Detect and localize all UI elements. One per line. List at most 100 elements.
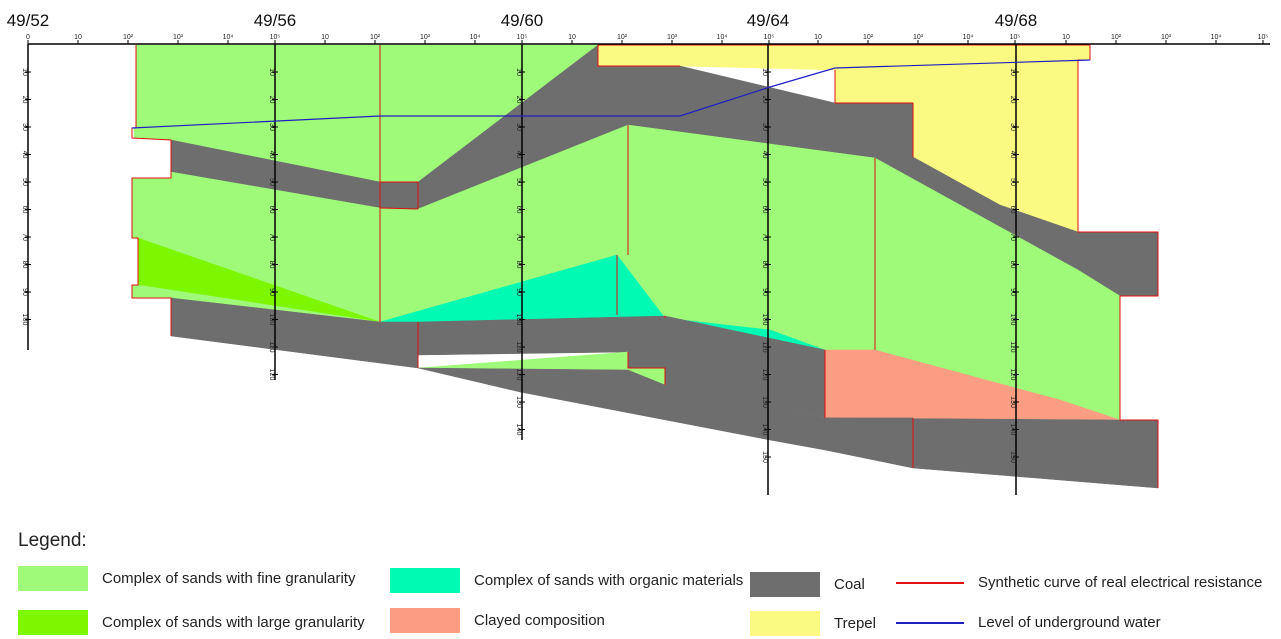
scale-tick-label: 10⁴ bbox=[963, 34, 974, 41]
scale-tick-label: 0 bbox=[26, 34, 30, 41]
depth-tick-label: 20 bbox=[21, 96, 28, 104]
depth-tick-label: 90 bbox=[761, 288, 768, 296]
well-logs: 49/5210203040506070809010049/56102030405… bbox=[7, 11, 1038, 495]
scale-tick-label: 10³ bbox=[913, 34, 924, 41]
depth-tick-label: 70 bbox=[515, 233, 522, 241]
depth-tick-label: 100 bbox=[268, 314, 275, 326]
scale-tick-label: 10 bbox=[1062, 34, 1070, 41]
depth-tick-label: 10 bbox=[21, 68, 28, 76]
well-49-64: 49/64 10 20 30 40 50 60 70 80 90 100 110 120 130 140 15… bbox=[747, 11, 790, 495]
scale-tick-label: 10⁴ bbox=[470, 34, 481, 41]
strata-layers bbox=[131, 44, 1159, 489]
depth-tick-label: 50 bbox=[761, 178, 768, 186]
depth-tick-label: 90 bbox=[268, 288, 275, 296]
scale-tick-label: 10⁵ bbox=[1010, 34, 1021, 41]
legend-coal: Coal bbox=[750, 572, 865, 597]
depth-tick-label: 150 bbox=[761, 451, 768, 463]
scale-tick-label: 10⁵ bbox=[270, 34, 281, 41]
depth-tick-label: 120 bbox=[761, 369, 768, 381]
legend-label: Complex of sands with fine granularity bbox=[102, 570, 356, 587]
depth-tick-label: 130 bbox=[761, 396, 768, 408]
depth-tick-label: 60 bbox=[515, 206, 522, 214]
depth-tick-label: 80 bbox=[515, 261, 522, 269]
resistance-boundary bbox=[597, 45, 680, 67]
depth-tick-label: 50 bbox=[268, 178, 275, 186]
fine-sand-swatch bbox=[18, 566, 88, 591]
depth-tick-label: 70 bbox=[1009, 233, 1016, 241]
scale-tick-label: 10 bbox=[568, 34, 576, 41]
depth-tick-label: 110 bbox=[268, 341, 275, 352]
coal-swatch bbox=[750, 572, 820, 597]
legend-label: Level of underground water bbox=[978, 614, 1161, 631]
depth-tick-label: 90 bbox=[1009, 288, 1016, 296]
legend-label: Coal bbox=[834, 576, 865, 593]
well-label: 49/56 bbox=[254, 11, 297, 30]
well-label: 49/52 bbox=[7, 11, 50, 30]
large-sand-swatch bbox=[18, 610, 88, 635]
scale-tick-label: 10² bbox=[370, 34, 381, 41]
resistance-boundary bbox=[834, 70, 914, 157]
depth-tick-label: 30 bbox=[515, 123, 522, 131]
resistance-boundary bbox=[627, 352, 666, 385]
depth-tick-label: 60 bbox=[21, 206, 28, 214]
depth-tick-label: 40 bbox=[515, 151, 522, 159]
depth-tick-label: 10 bbox=[1009, 68, 1016, 76]
depth-tick-label: 20 bbox=[761, 96, 768, 104]
legend-label: Clayed composition bbox=[474, 612, 605, 629]
depth-tick-label: 30 bbox=[21, 123, 28, 131]
depth-tick-label: 50 bbox=[21, 178, 28, 186]
resistance-boundary bbox=[131, 45, 172, 336]
depth-tick-label: 20 bbox=[515, 96, 522, 104]
depth-tick-label: 40 bbox=[268, 151, 275, 159]
depth-tick-label: 120 bbox=[515, 369, 522, 381]
legend-trepel: Trepel bbox=[750, 611, 876, 636]
scale-tick-label: 10⁴ bbox=[717, 34, 728, 41]
well-label: 49/64 bbox=[747, 11, 790, 30]
depth-tick-label: 40 bbox=[21, 151, 28, 159]
scale-tick-label: 10² bbox=[863, 34, 874, 41]
depth-tick-label: 60 bbox=[761, 206, 768, 214]
scale-tick-label: 10 bbox=[814, 34, 822, 41]
depth-tick-label: 110 bbox=[761, 341, 768, 352]
depth-tick-label: 50 bbox=[515, 178, 522, 186]
scale-tick-label: 10³ bbox=[1161, 34, 1172, 41]
depth-tick-label: 30 bbox=[268, 123, 275, 131]
depth-tick-label: 140 bbox=[761, 424, 768, 436]
depth-tick-label: 90 bbox=[21, 288, 28, 296]
legend-label: Synthetic curve of real electrical resis… bbox=[978, 574, 1263, 591]
depth-tick-label: 30 bbox=[761, 123, 768, 131]
scale-tick-label: 10² bbox=[123, 34, 134, 41]
well-label: 49/60 bbox=[501, 11, 544, 30]
scale-tick-label: 10³ bbox=[420, 34, 431, 41]
depth-tick-label: 40 bbox=[1009, 151, 1016, 159]
scale-tick-label: 10 bbox=[321, 34, 329, 41]
resistance-boundaries bbox=[131, 44, 1159, 488]
resistance-line-swatch bbox=[896, 581, 964, 584]
legend-label: Complex of sands with large granularity bbox=[102, 614, 365, 631]
depth-tick-label: 120 bbox=[1009, 369, 1016, 381]
scale-tick-label: 10³ bbox=[173, 34, 184, 41]
groundwater-level bbox=[131, 59, 1091, 129]
legend-fine-sand: Complex of sands with fine granularity bbox=[18, 566, 355, 591]
depth-tick-label: 100 bbox=[1009, 314, 1016, 326]
depth-tick-label: 10 bbox=[268, 68, 275, 76]
depth-tick-label: 50 bbox=[1009, 178, 1016, 186]
depth-tick-label: 40 bbox=[761, 151, 768, 159]
clay-swatch bbox=[390, 608, 460, 633]
depth-tick-label: 150 bbox=[1009, 451, 1016, 463]
scale-tick-label: 10³ bbox=[667, 34, 678, 41]
well-label: 49/68 bbox=[995, 11, 1038, 30]
depth-tick-label: 90 bbox=[515, 288, 522, 296]
well-49-60: 49/60 10 20 30 40 50 60 70 80 90 100 110 120 130 140 bbox=[501, 11, 544, 440]
legend-resistance-curve: Synthetic curve of real electrical resis… bbox=[896, 574, 1262, 591]
depth-tick-label: 100 bbox=[761, 314, 768, 326]
organic-sand-swatch bbox=[390, 568, 460, 593]
well-49-68: 49/68 10 20 30 40 50 60 70 80 90 100 110 120 130 140 15… bbox=[995, 11, 1038, 495]
trepel-swatch bbox=[750, 611, 820, 636]
legend-label: Trepel bbox=[834, 615, 876, 632]
resistance-boundary bbox=[598, 44, 1159, 488]
depth-tick-label: 80 bbox=[761, 261, 768, 269]
water-line-swatch bbox=[896, 621, 964, 624]
legend-title: Legend: bbox=[18, 530, 87, 551]
depth-tick-label: 110 bbox=[1009, 341, 1016, 352]
